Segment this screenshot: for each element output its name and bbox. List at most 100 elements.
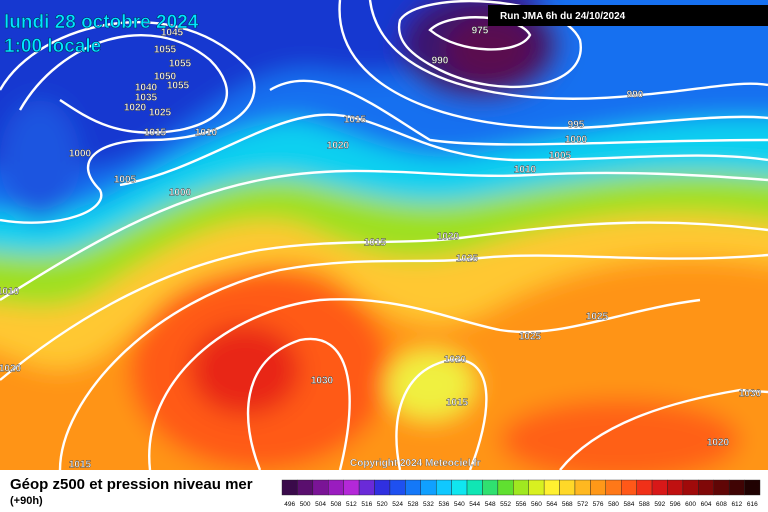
scale-label: 544: [469, 501, 480, 508]
isobar-label: 1020: [437, 232, 460, 243]
isobar-label: 1000: [565, 135, 588, 146]
scale-label: 568: [562, 501, 573, 508]
scale-label: 504: [315, 501, 326, 508]
isobar-label: 1005: [549, 151, 572, 162]
scale-label: 516: [361, 501, 372, 508]
scale-swatch: [358, 479, 375, 496]
isobar-label: 1015: [344, 115, 367, 126]
isobar-label: 1055: [154, 45, 177, 56]
isobar-line: [18, 34, 228, 134]
scale-swatch: [482, 479, 499, 496]
scale-label: 564: [546, 501, 557, 508]
scale-label: 588: [639, 501, 650, 508]
scale-swatch: [328, 479, 344, 496]
isobar-line: [148, 298, 701, 470]
scale-swatch: [513, 479, 529, 496]
scale-swatch: [667, 479, 684, 496]
isobar-line: [0, 21, 256, 224]
scale-swatch: [559, 479, 576, 496]
scale-label: 512: [346, 501, 357, 508]
map-local-time: 1:00 locale: [4, 36, 101, 57]
isobar-line: [368, 0, 768, 100]
footer-title: Géop z500 et pression niveau mer: [10, 476, 253, 493]
scale-label: 580: [608, 501, 619, 508]
scale-swatch: [435, 479, 452, 496]
run-info: Run JMA 6h du 24/10/2024: [500, 11, 626, 22]
isobar-label: 1015: [446, 398, 469, 409]
isobar-line: [0, 221, 768, 381]
scale-label: 604: [701, 501, 712, 508]
scale-label: 540: [454, 501, 465, 508]
isobar-label: 1050: [154, 72, 177, 83]
scale-swatch: [713, 479, 730, 496]
isobar-label: 1020: [707, 438, 730, 449]
scale-label: 584: [624, 501, 635, 508]
scale-label: 576: [593, 501, 604, 508]
isobar-label: 1045: [161, 28, 184, 39]
geopotential-field: [0, 0, 768, 470]
scale-swatch: [621, 479, 637, 496]
map-area: 1045 1055 1055 1050 1055 1040 1035 1025 …: [0, 0, 768, 471]
isobar-label: 1025: [519, 332, 542, 343]
scale-label: 560: [531, 501, 542, 508]
scale-swatch: [682, 479, 699, 496]
isobar-line: [119, 113, 768, 187]
isobar-label: 1025: [586, 312, 609, 323]
map-date: lundi 28 octobre 2024: [4, 12, 199, 33]
isobar-label: 1030: [739, 389, 762, 400]
scale-swatch: [389, 479, 406, 496]
isobar-label: 975: [472, 26, 489, 37]
isobar-line: [559, 388, 768, 470]
scale-swatch: [543, 479, 560, 496]
isobar-label: 1015: [69, 460, 92, 471]
scale-label: 572: [577, 501, 588, 508]
scale-label: 552: [500, 501, 511, 508]
isobar-label: 1055: [167, 81, 190, 92]
isobar-label: 1020: [327, 141, 350, 152]
scale-swatch: [698, 479, 714, 496]
scale-label: 532: [423, 501, 434, 508]
scale-swatch: [312, 479, 329, 496]
isobar-label: 990: [627, 90, 644, 101]
scale-swatch: [574, 479, 591, 496]
scale-label: 608: [716, 501, 727, 508]
isobar-line: [58, 253, 768, 470]
isobar-label: 995: [568, 120, 585, 131]
isobar-label: 1020: [444, 355, 467, 366]
isobar-line: [395, 358, 488, 470]
scale-swatch: [374, 479, 391, 496]
scale-swatch: [405, 479, 421, 496]
isobars: [0, 0, 768, 470]
scale-swatch: [451, 479, 468, 496]
scale-swatch: [281, 479, 298, 496]
scale-swatch: [744, 479, 761, 496]
scale-label: 528: [408, 501, 419, 508]
run-box: [488, 5, 768, 26]
scale-swatch: [590, 479, 607, 496]
isobar-line: [269, 79, 768, 146]
scale-label: 616: [747, 501, 758, 508]
isobar-label: 990: [432, 56, 449, 67]
scale-label: 556: [516, 501, 527, 508]
isobar-label: 1015: [144, 128, 167, 139]
isobar-label: 1000: [69, 149, 92, 160]
isobar-label: 1030: [311, 376, 334, 387]
scale-swatch: [651, 479, 668, 496]
isobar-label: 1040: [135, 83, 158, 94]
scale-label: 500: [300, 501, 311, 508]
isobar-label: 1020: [0, 364, 22, 375]
scale-label: 536: [438, 501, 449, 508]
scale-label: 524: [392, 501, 403, 508]
isobar-line: [246, 337, 351, 470]
color-scale: 496 500 504 508 512 516 520 524 528 532 536 540 544 5…: [281, 479, 761, 508]
scale-swatch: [605, 479, 622, 496]
footer-lead: (+90h): [10, 495, 43, 507]
scale-swatch: [343, 479, 360, 496]
scale-label: 592: [654, 501, 665, 508]
isobar-label: 1025: [149, 108, 172, 119]
scale-swatch: [297, 479, 314, 496]
scale-label: 600: [685, 501, 696, 508]
scale-label: 496: [284, 501, 295, 508]
isobar-label: 1035: [135, 93, 158, 104]
isobar-label: 1025: [456, 254, 479, 265]
